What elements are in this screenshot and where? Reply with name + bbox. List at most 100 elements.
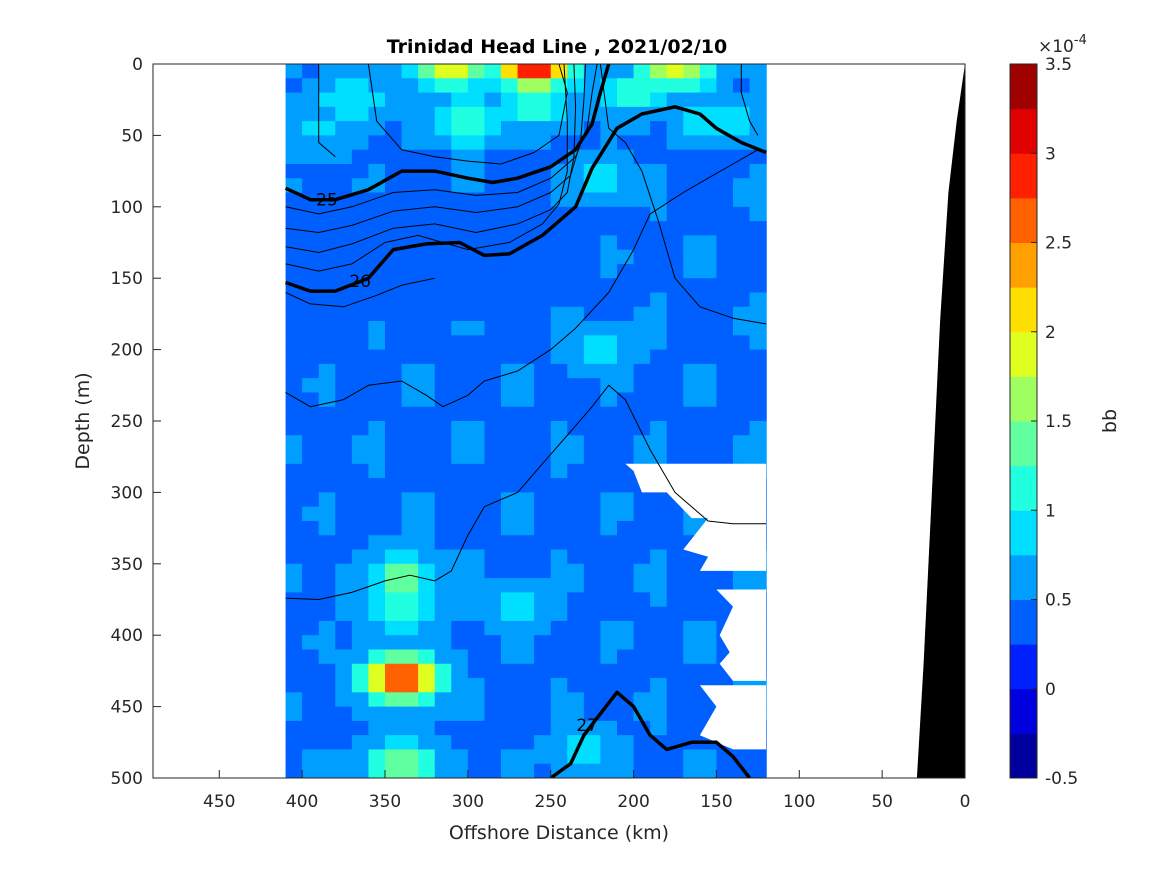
bb-cell (451, 663, 469, 679)
bb-cell (501, 406, 519, 422)
bb-cell (351, 749, 370, 765)
bb-cell (484, 735, 502, 751)
bb-cell (501, 663, 519, 679)
bb-cell (285, 249, 303, 265)
bb-cell (302, 378, 320, 394)
bb-cell (666, 363, 684, 379)
bb-cell (600, 249, 618, 265)
bb-cell (484, 435, 502, 451)
bb-cell (501, 535, 519, 551)
bb-cell (335, 563, 353, 579)
bb-cell (285, 263, 303, 279)
bb-cell (617, 706, 635, 722)
bb-cell (418, 121, 436, 136)
bb-cell (434, 135, 452, 151)
bb-cell (666, 78, 684, 94)
x-tick-label: 400 (286, 792, 318, 812)
bb-cell (318, 349, 336, 365)
bb-cell (302, 221, 320, 236)
bb-cell (434, 92, 452, 108)
bb-cell (583, 649, 602, 665)
bb-cell (666, 720, 684, 736)
bb-cell (385, 392, 403, 408)
bb-cell (318, 106, 336, 122)
bb-cell (683, 306, 701, 322)
bb-cell (434, 178, 452, 194)
bb-cell (451, 349, 469, 365)
bb-cell (401, 78, 419, 94)
bb-cell (368, 620, 386, 636)
bb-cell (733, 249, 751, 265)
bb-cell (517, 206, 535, 222)
bb-cell (302, 306, 320, 322)
bb-cell (385, 363, 403, 379)
bb-cell (567, 349, 585, 365)
colorbar-exponent-power: -4 (1074, 33, 1087, 48)
bb-cell (467, 592, 486, 608)
x-axis-label: Offshore Distance (km) (449, 822, 669, 844)
bb-cell (401, 492, 419, 508)
bb-cell (683, 363, 701, 379)
bb-cell (484, 278, 502, 294)
bb-cell (335, 606, 353, 622)
bb-cell (302, 635, 320, 651)
bb-cell (583, 249, 602, 265)
bb-cell (318, 92, 336, 108)
bb-cell (368, 78, 386, 94)
bb-cell (302, 406, 320, 422)
bb-cell (699, 406, 718, 422)
bb-cell (467, 492, 486, 508)
bb-cell (451, 678, 469, 693)
bb-cell (683, 592, 701, 608)
bb-cell (418, 249, 436, 265)
bb-cell (335, 635, 353, 651)
bb-cell (451, 221, 469, 236)
bb-cell (683, 706, 701, 722)
bb-cell (368, 92, 386, 108)
bb-cell (401, 392, 419, 408)
bb-cell (650, 178, 668, 194)
bb-cell (501, 321, 519, 336)
bb-cell (368, 506, 386, 522)
bb-cell (285, 720, 303, 736)
bb-cell (666, 620, 684, 636)
bb-cell (683, 563, 701, 579)
bb-cell (302, 349, 320, 365)
bb-cell (633, 192, 651, 208)
bb-cell (600, 392, 618, 408)
bb-cell (583, 335, 602, 351)
bb-cell (368, 692, 386, 708)
bb-cell (434, 206, 452, 222)
bb-cell (401, 321, 419, 336)
bb-cell (683, 92, 701, 108)
bb-cell (600, 592, 618, 608)
bb-cell (517, 121, 535, 136)
bb-cell (567, 449, 585, 465)
colorbar-exponent: ×10-4 (1038, 33, 1087, 57)
bb-cell (351, 492, 370, 508)
bb-cell (534, 635, 552, 651)
bb-cell (583, 378, 602, 394)
bb-cell (285, 663, 303, 679)
bb-cell (699, 278, 718, 294)
bb-cell (484, 92, 502, 108)
bb-cell (401, 406, 419, 422)
bb-cell (501, 592, 519, 608)
bb-cell (302, 78, 320, 94)
bb-cell (501, 706, 519, 722)
bb-cell (683, 378, 701, 394)
bb-cell (567, 578, 585, 593)
bb-cell (550, 649, 568, 665)
bb-cell (683, 235, 701, 251)
bb-cell (368, 563, 386, 579)
bb-cell (467, 135, 486, 151)
bb-cell (368, 163, 386, 179)
bb-cell (434, 78, 452, 94)
bb-cell (401, 278, 419, 294)
bb-cell (550, 78, 568, 94)
bb-cell (467, 421, 486, 436)
bb-cell (285, 292, 303, 308)
bb-cell (650, 506, 668, 522)
bb-cell (534, 463, 552, 479)
bb-cell (600, 578, 618, 593)
